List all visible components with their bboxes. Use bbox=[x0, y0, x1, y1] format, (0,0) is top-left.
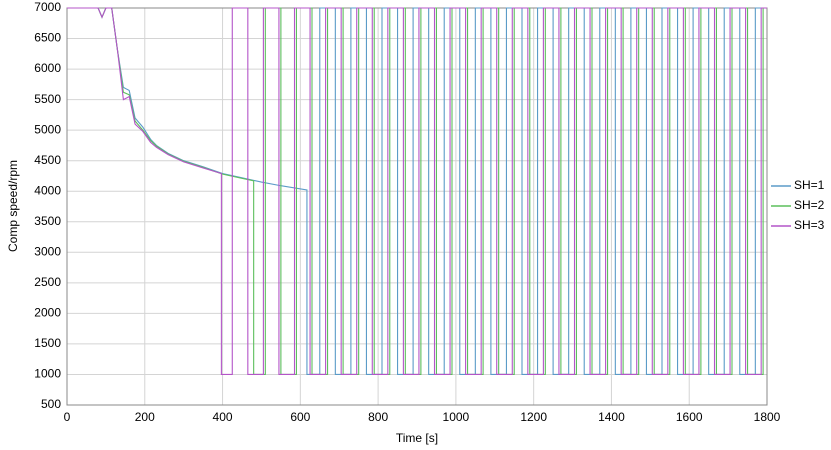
x-tick-label: 1400 bbox=[598, 410, 625, 424]
x-tick-label: 800 bbox=[368, 410, 388, 424]
y-tick-label: 4000 bbox=[34, 183, 61, 197]
legend-label: SH=1 bbox=[794, 178, 825, 192]
x-tick-label: 1200 bbox=[520, 410, 547, 424]
y-tick-label: 7000 bbox=[34, 0, 61, 14]
y-axis-title: Comp speed/rpm bbox=[6, 160, 20, 252]
y-tick-label: 5000 bbox=[34, 122, 61, 136]
x-axis-title: Time [s] bbox=[396, 431, 438, 445]
y-tick-label: 5500 bbox=[34, 92, 61, 106]
x-tick-label: 200 bbox=[135, 410, 155, 424]
series-line bbox=[67, 7, 767, 376]
x-tick-label: 1800 bbox=[754, 410, 781, 424]
y-tick-label: 3500 bbox=[34, 214, 61, 228]
y-tick-label: 4500 bbox=[34, 153, 61, 167]
x-tick-label: 600 bbox=[290, 410, 310, 424]
y-tick-label: 2500 bbox=[34, 275, 61, 289]
legend-label: SH=3 bbox=[794, 218, 825, 232]
x-tick-label: 1600 bbox=[676, 410, 703, 424]
y-tick-label: 6500 bbox=[34, 31, 61, 45]
y-tick-label: 6000 bbox=[34, 61, 61, 75]
y-tick-label: 3000 bbox=[34, 244, 61, 258]
x-tick-label: 1000 bbox=[443, 410, 470, 424]
y-tick-label: 1000 bbox=[34, 367, 61, 381]
legend-label: SH=2 bbox=[794, 198, 825, 212]
y-tick-label: 1500 bbox=[34, 336, 61, 350]
y-tick-label: 2000 bbox=[34, 306, 61, 320]
y-tick-label: 500 bbox=[41, 397, 61, 411]
x-tick-label: 400 bbox=[213, 410, 233, 424]
series-line bbox=[67, 7, 767, 376]
x-tick-label: 0 bbox=[64, 410, 71, 424]
